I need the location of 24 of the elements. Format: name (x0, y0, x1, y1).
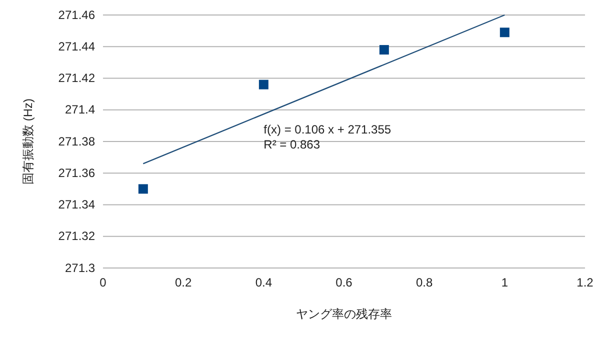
annotation: R² = 0.863 (264, 138, 320, 152)
x-tick-label: 0.2 (174, 276, 192, 290)
x-tick-label: 0.8 (416, 276, 433, 290)
x-tick-label: 1.2 (576, 276, 594, 290)
annotation: f(x) = 0.106 x + 271.355 (264, 122, 392, 137)
x-tick-label: 0.6 (336, 276, 353, 290)
y-tick-label: 271.44 (58, 39, 96, 54)
y-tick-label: 271.32 (58, 229, 96, 244)
x-axis-title: ヤング率の残存率 (296, 307, 392, 321)
y-tick-label: 271.36 (58, 166, 96, 180)
y-tick-label: 271.3 (64, 260, 96, 275)
x-tick-label: 1 (501, 276, 508, 290)
y-axis-title: 固有振動数 (Hz) (21, 98, 35, 184)
point (258, 80, 268, 90)
point (138, 184, 148, 194)
point (379, 45, 389, 55)
y-tick-label: 271.42 (58, 71, 96, 86)
y-tick-label: 271.34 (58, 198, 96, 212)
x-tick-label: 0.4 (255, 276, 272, 290)
x-tick-label: 0 (100, 276, 107, 290)
y-tick-label: 271.46 (58, 8, 96, 22)
y-tick-label: 271.4 (64, 102, 96, 117)
point (500, 28, 510, 38)
y-tick-label: 271.38 (58, 134, 96, 148)
